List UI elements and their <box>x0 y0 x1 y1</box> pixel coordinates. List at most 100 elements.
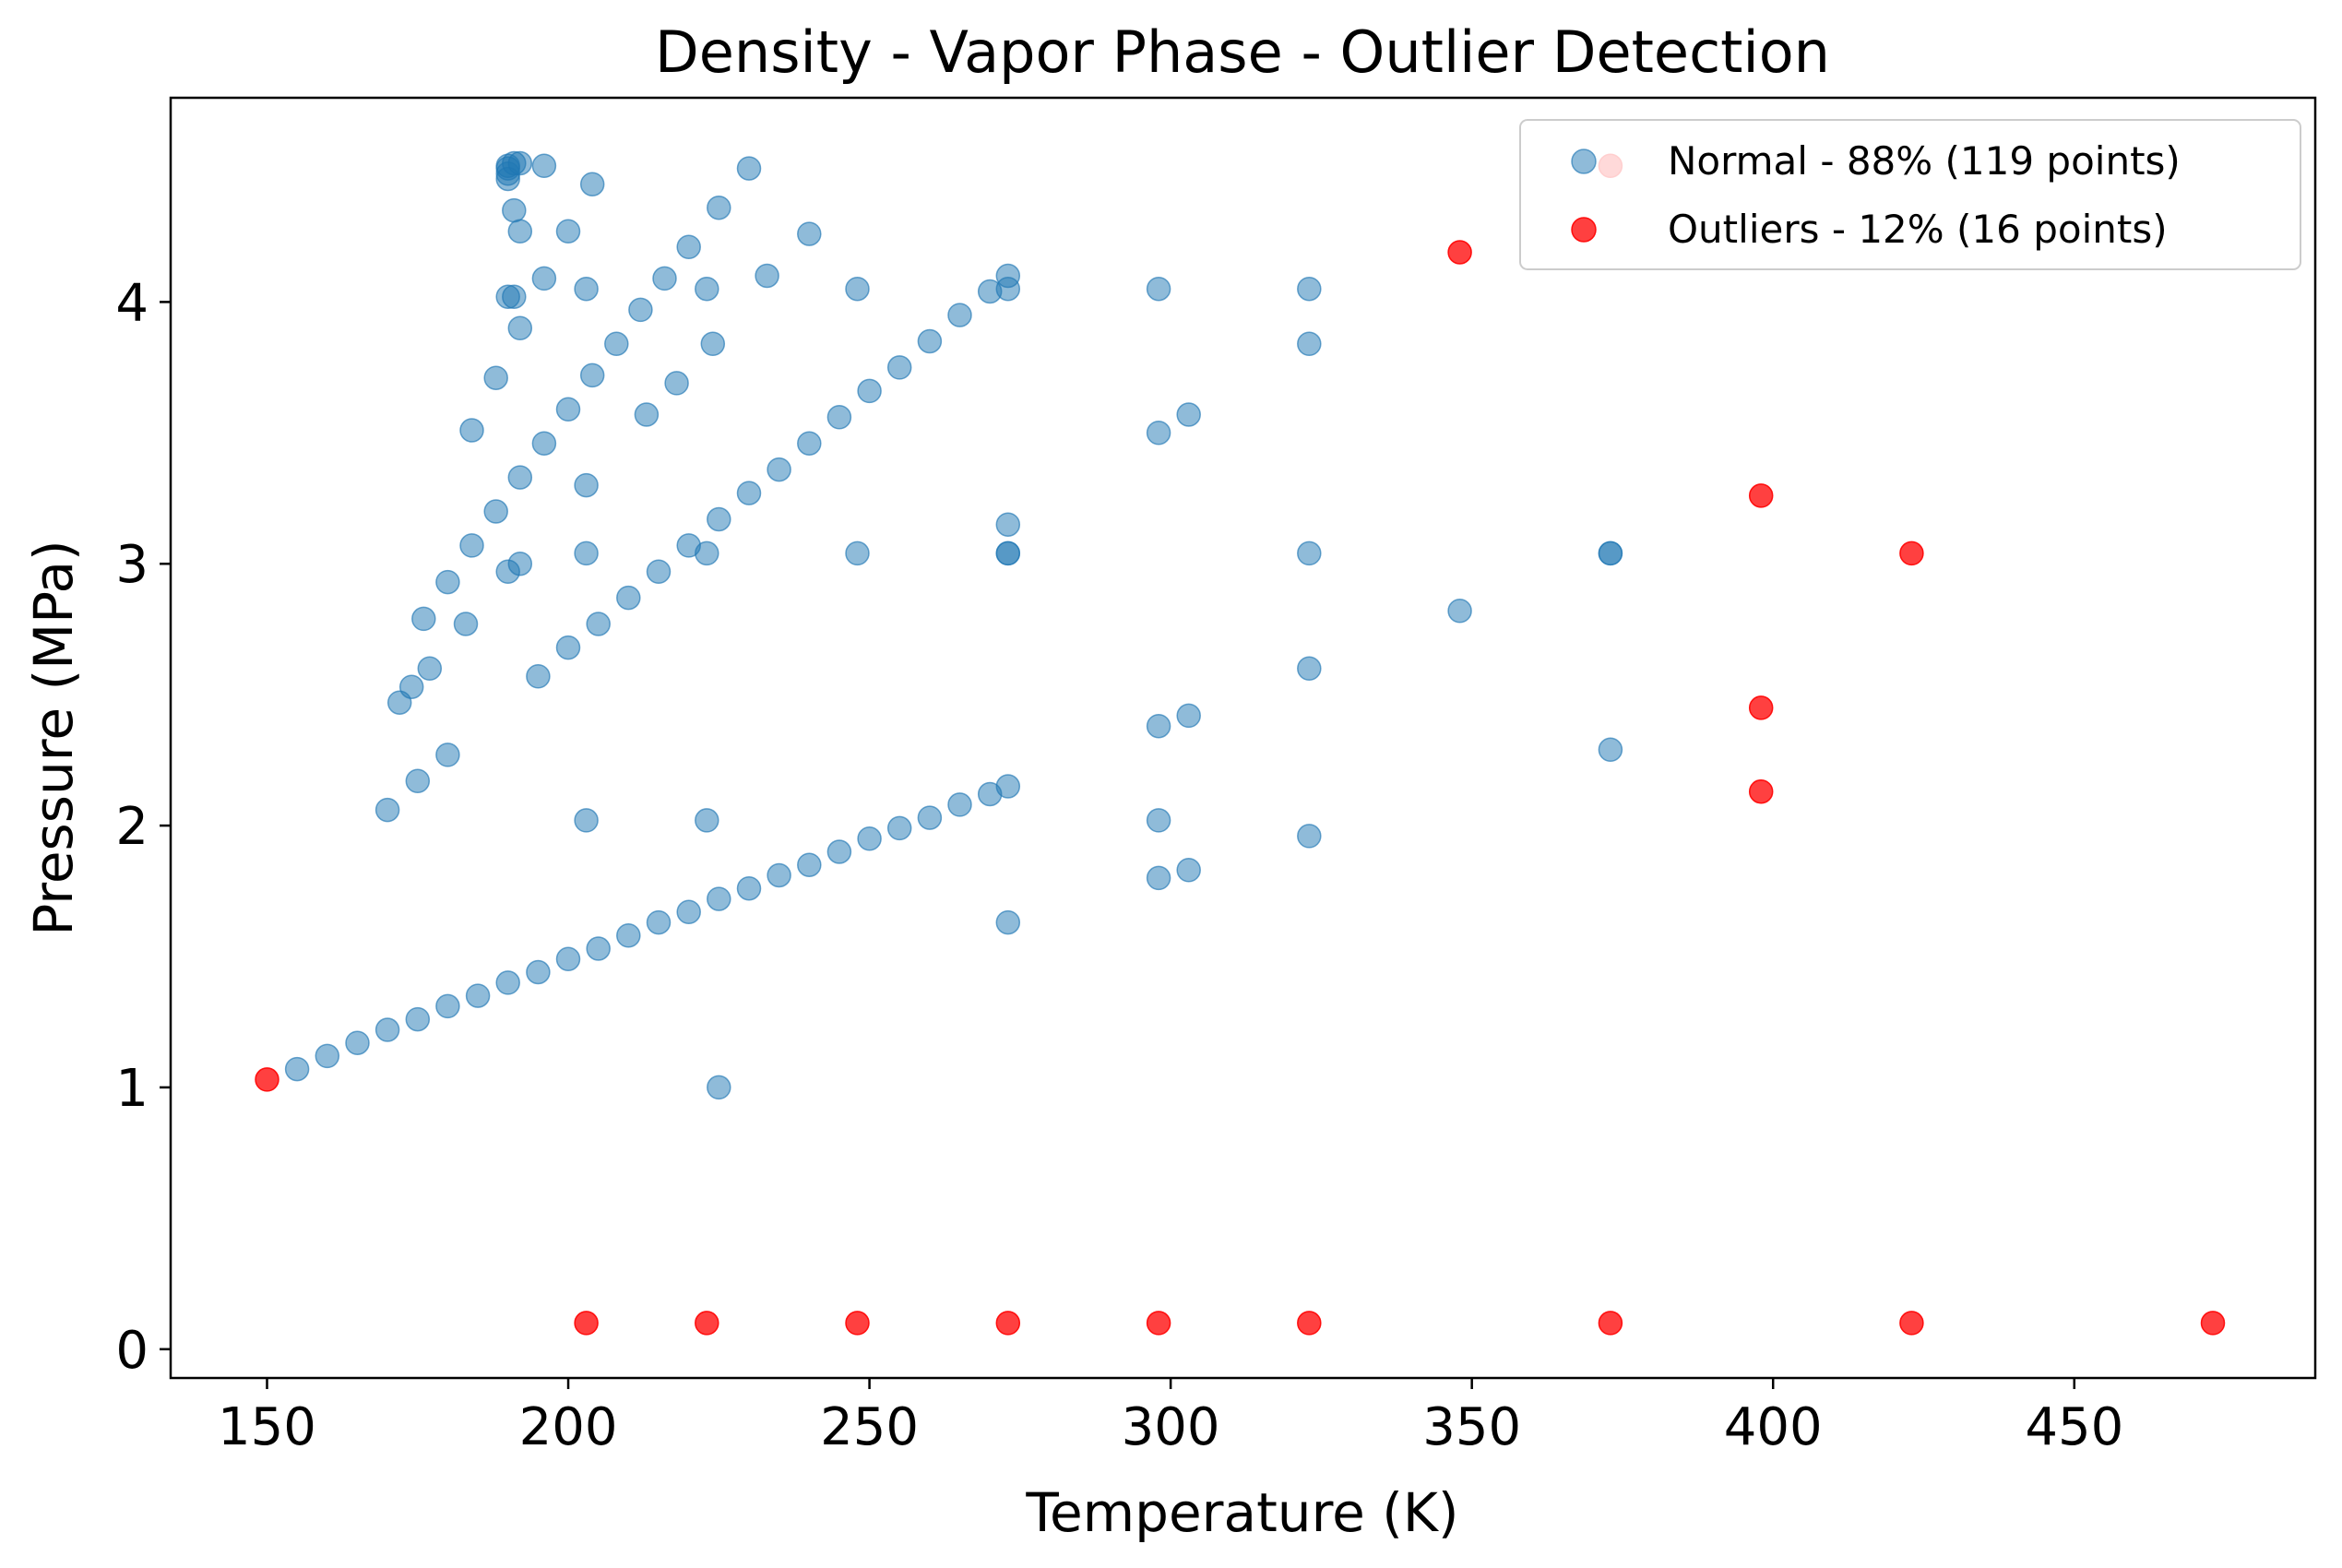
outlier-point <box>845 1311 870 1336</box>
normal-point <box>845 540 870 566</box>
normal-point <box>857 826 882 851</box>
normal-point <box>767 862 791 888</box>
normal-point <box>1447 599 1472 624</box>
normal-point <box>507 315 533 341</box>
normal-point <box>555 635 581 660</box>
x-tick-label: 400 <box>1724 1397 1823 1457</box>
normal-point <box>459 533 484 558</box>
normal-point <box>435 569 460 595</box>
normal-point <box>1297 276 1322 302</box>
normal-point <box>417 656 443 682</box>
normal-point <box>995 512 1021 537</box>
normal-point <box>574 540 599 566</box>
legend-marker-normal <box>1571 148 1597 174</box>
normal-point <box>483 499 508 524</box>
normal-point <box>579 362 605 388</box>
y-tick-label: 0 <box>115 1321 149 1381</box>
normal-point <box>459 418 484 443</box>
normal-point <box>405 1006 431 1032</box>
normal-point <box>797 221 822 246</box>
plot-frame <box>169 96 2317 1380</box>
x-tick-label: 250 <box>820 1397 919 1457</box>
normal-point <box>502 197 527 223</box>
normal-point <box>531 266 557 291</box>
normal-point <box>555 397 581 422</box>
normal-point <box>947 303 972 327</box>
legend-label-normal: Normal - 88% (119 points) <box>1668 138 2181 184</box>
normal-point <box>695 276 719 302</box>
outlier-point <box>1748 778 1774 804</box>
normal-point <box>574 276 599 302</box>
normal-point <box>374 1017 400 1042</box>
normal-point <box>574 808 599 833</box>
normal-point <box>507 551 533 576</box>
normal-point <box>652 266 677 291</box>
normal-point <box>736 875 762 901</box>
normal-point <box>707 506 731 532</box>
axis-ticks: 150 200 250 300 350 400 450 0 1 2 3 4 <box>115 273 2123 1457</box>
normal-point <box>826 839 852 864</box>
normal-point <box>767 457 791 482</box>
chart-title: Density - Vapor Phase - Outlier Detectio… <box>655 18 1830 86</box>
x-tick-label: 300 <box>1122 1397 1220 1457</box>
normal-point <box>845 276 870 302</box>
normal-point <box>700 331 726 357</box>
normal-point <box>1297 331 1322 357</box>
y-tick-label: 2 <box>115 797 149 857</box>
outlier-point <box>1598 1311 1623 1336</box>
legend-marker-outliers <box>1571 217 1597 243</box>
normal-point <box>374 797 400 823</box>
normal-point <box>676 234 701 260</box>
normal-point <box>646 909 672 935</box>
x-tick-label: 450 <box>2025 1397 2123 1457</box>
normal-point <box>435 742 460 767</box>
normal-point <box>947 792 972 817</box>
normal-point <box>555 946 581 972</box>
normal-point <box>1146 808 1171 833</box>
normal-point <box>579 172 605 196</box>
normal-point <box>1176 402 1201 427</box>
normal-point <box>995 263 1021 289</box>
normal-point <box>411 606 436 632</box>
outlier-point <box>1899 540 1924 566</box>
normal-point <box>736 156 762 181</box>
y-axis-label: Pressure (MPa) <box>22 540 85 935</box>
outlier-point <box>1297 1311 1322 1336</box>
normal-point <box>1176 703 1201 729</box>
normal-point <box>1146 865 1171 891</box>
normal-point <box>634 402 660 427</box>
normal-point <box>586 612 611 636</box>
normal-point <box>465 983 491 1008</box>
normal-point <box>1598 540 1623 566</box>
normal-point <box>628 297 653 323</box>
normal-point <box>797 852 822 877</box>
outlier-point <box>995 1311 1021 1336</box>
normal-point <box>345 1030 370 1055</box>
normal-point <box>646 559 672 585</box>
normal-point <box>886 815 912 841</box>
outlier-point <box>695 1311 719 1336</box>
normal-point <box>1146 713 1171 739</box>
normal-point <box>886 355 912 380</box>
normal-point <box>507 219 533 244</box>
normal-point <box>1297 824 1322 849</box>
normal-point <box>315 1043 340 1069</box>
normal-point <box>1297 656 1322 682</box>
normal-point <box>555 219 581 244</box>
x-tick-label: 150 <box>218 1397 316 1457</box>
normal-point <box>1146 276 1171 302</box>
normal-point <box>586 936 611 961</box>
normal-point <box>1598 737 1623 763</box>
normal-point <box>507 465 533 490</box>
normal-point <box>531 153 557 179</box>
outlier-point <box>1748 695 1774 720</box>
normal-point <box>398 674 424 699</box>
legend-box <box>1519 119 2301 270</box>
normal-point <box>995 540 1021 566</box>
normal-point <box>616 923 641 948</box>
legend-label-outliers: Outliers - 12% (16 points) <box>1668 207 2168 252</box>
normal-point <box>1297 540 1322 566</box>
outlier-point <box>1447 240 1472 265</box>
y-tick-label: 3 <box>115 535 149 595</box>
